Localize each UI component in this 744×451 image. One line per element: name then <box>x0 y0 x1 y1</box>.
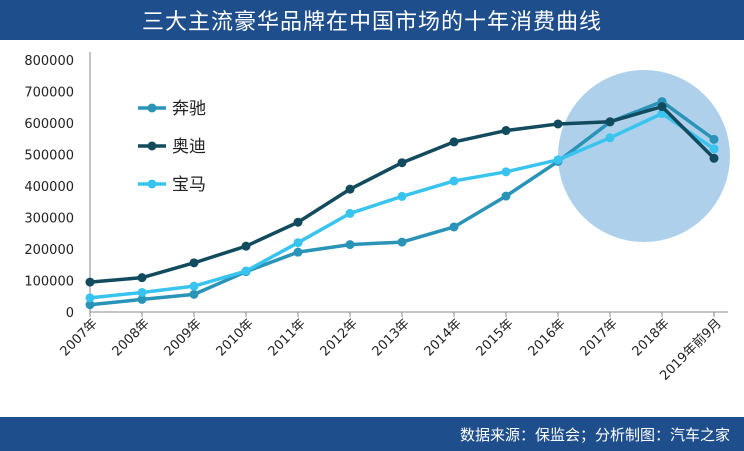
data-point <box>345 184 355 194</box>
series-layer <box>85 97 719 310</box>
source-text: 数据来源：保监会；分析制图：汽车之家 <box>459 425 730 444</box>
x-tick-label: 2009年 <box>162 316 205 359</box>
data-point <box>709 153 719 163</box>
line-chart: 0 100000 200000 300000 400000 500000 600000 700… <box>24 52 730 384</box>
data-point <box>553 155 563 165</box>
data-point <box>449 137 459 147</box>
legend-item: 奥迪 <box>138 137 206 157</box>
x-tick-label: 2017年 <box>578 316 621 359</box>
legend-label: 宝马 <box>172 175 206 195</box>
data-point <box>241 266 251 276</box>
highlight-circle <box>558 70 730 242</box>
legend-label: 奥迪 <box>172 137 206 157</box>
x-tick-label: 2014年 <box>422 316 465 359</box>
x-tick-label: 2016年 <box>526 316 569 359</box>
data-point <box>605 133 615 143</box>
series-3 <box>85 109 719 303</box>
legend-swatch-marker <box>147 179 157 189</box>
y-tick-label: 500000 <box>24 149 74 164</box>
data-point <box>501 126 511 136</box>
data-point <box>605 117 615 127</box>
data-point <box>189 281 199 291</box>
data-point <box>293 247 303 257</box>
data-point <box>345 240 355 250</box>
y-tick-label: 0 <box>66 306 74 321</box>
x-tick-label: 2011年 <box>266 316 309 359</box>
chart-title: 三大主流豪华品牌在中国市场的十年消费曲线 <box>141 10 602 35</box>
y-tick-label: 200000 <box>24 243 74 258</box>
y-tick-label: 600000 <box>24 117 74 132</box>
y-tick-label: 400000 <box>24 180 74 195</box>
data-point <box>501 191 511 201</box>
data-point <box>137 287 147 297</box>
legend-item: 宝马 <box>138 175 206 195</box>
highlight-layer <box>558 70 730 242</box>
series-2 <box>85 102 719 287</box>
data-point <box>553 119 563 129</box>
data-point <box>85 300 95 310</box>
data-point <box>501 167 511 177</box>
y-tick-label: 100000 <box>24 275 74 290</box>
data-point <box>709 134 719 144</box>
x-tick-label: 2012年 <box>318 316 361 359</box>
legend-swatch-marker <box>147 141 157 151</box>
chart-title-bar: 三大主流豪华品牌在中国市场的十年消费曲线 <box>0 0 744 40</box>
legend-label: 奔驰 <box>172 99 206 119</box>
source-footer: 数据来源：保监会；分析制图：汽车之家 <box>0 417 744 451</box>
x-tick-label: 2008年 <box>110 316 153 359</box>
x-tick-label: 2010年 <box>214 316 257 359</box>
legend-swatch-marker <box>147 103 157 113</box>
data-point <box>657 102 667 112</box>
x-tick-label: 2013年 <box>370 316 413 359</box>
data-point <box>85 277 95 287</box>
data-point <box>137 273 147 283</box>
data-point <box>397 158 407 168</box>
data-point <box>189 258 199 268</box>
x-tick-label: 2007年 <box>58 316 101 359</box>
y-tick-label: 300000 <box>24 212 74 227</box>
x-tick-label: 2018年 <box>630 316 673 359</box>
data-point <box>293 217 303 227</box>
data-point <box>449 176 459 186</box>
legend-item: 奔驰 <box>138 99 206 119</box>
data-point <box>397 191 407 201</box>
y-tick-label: 800000 <box>24 54 74 69</box>
data-point <box>85 293 95 303</box>
data-point <box>709 144 719 154</box>
data-point <box>293 238 303 248</box>
x-tick-label: 2015年 <box>474 316 517 359</box>
data-point <box>137 294 147 304</box>
data-point <box>397 237 407 247</box>
data-point <box>449 222 459 232</box>
data-point <box>345 208 355 218</box>
data-point <box>241 241 251 251</box>
data-point <box>189 289 199 299</box>
y-tick-label: 700000 <box>24 86 74 101</box>
